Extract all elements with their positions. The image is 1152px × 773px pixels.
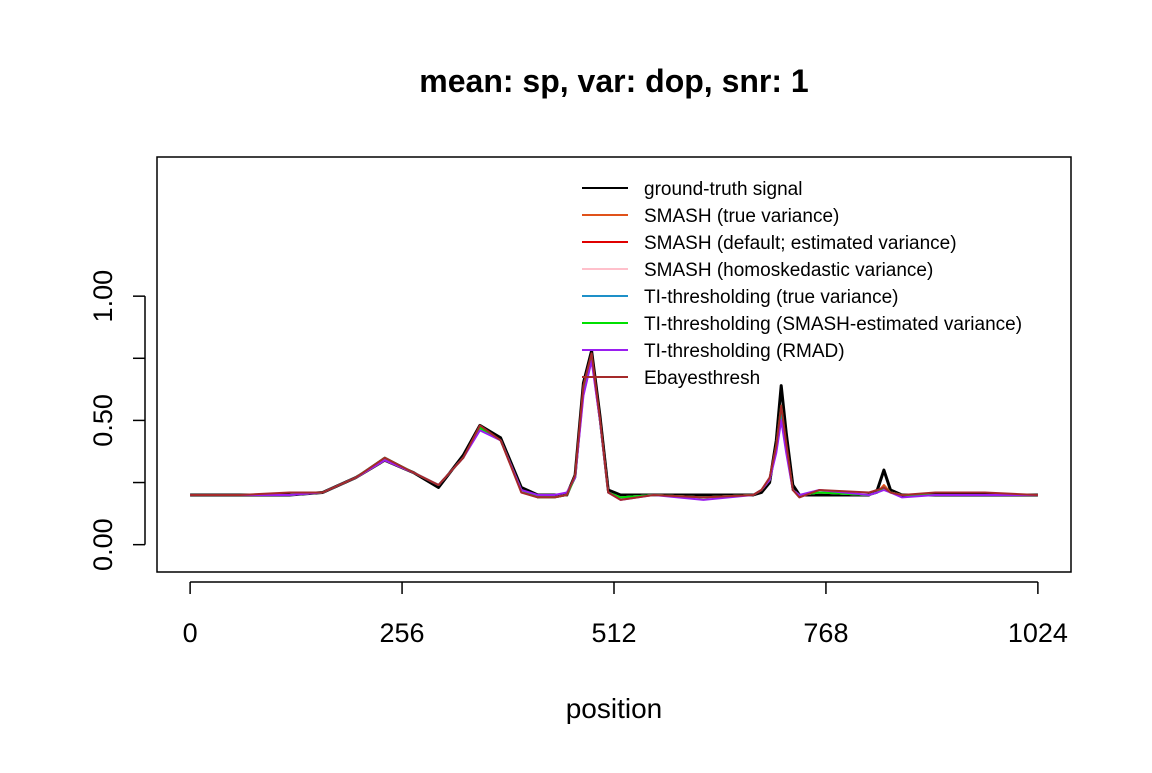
x-tick-label: 1024 [1008, 618, 1068, 648]
legend-label: TI-thresholding (true variance) [644, 287, 899, 308]
y-tick-label: 1.00 [88, 270, 118, 323]
legend-label: Ebayesthresh [644, 368, 760, 389]
legend-label: SMASH (true variance) [644, 206, 839, 227]
legend-label: TI-thresholding (SMASH-estimated varianc… [644, 314, 1022, 335]
legend-label: TI-thresholding (RMAD) [644, 341, 845, 362]
chart-title: mean: sp, var: dop, snr: 1 [419, 63, 808, 99]
legend-label: SMASH (default; estimated variance) [644, 233, 957, 254]
y-tick-label: 0.50 [88, 394, 118, 447]
axes: 0 256 512 768 1024 0.00 0.50 1.00 [88, 270, 1068, 648]
series-lines [190, 349, 1038, 501]
legend-label: SMASH (homoskedastic variance) [644, 260, 933, 281]
series-line-0 [190, 349, 1038, 497]
plot-frame [156, 156, 1072, 573]
x-axis-label: position [566, 693, 663, 724]
x-tick-label: 0 [183, 618, 198, 648]
series-line-7 [190, 352, 1038, 501]
x-tick-label: 512 [591, 618, 636, 648]
legend: ground-truth signal SMASH (true variance)… [582, 179, 1022, 389]
x-tick-label: 256 [380, 618, 425, 648]
legend-label: ground-truth signal [644, 179, 802, 200]
x-tick-label: 768 [803, 618, 848, 648]
y-tick-label: 0.00 [88, 518, 118, 571]
